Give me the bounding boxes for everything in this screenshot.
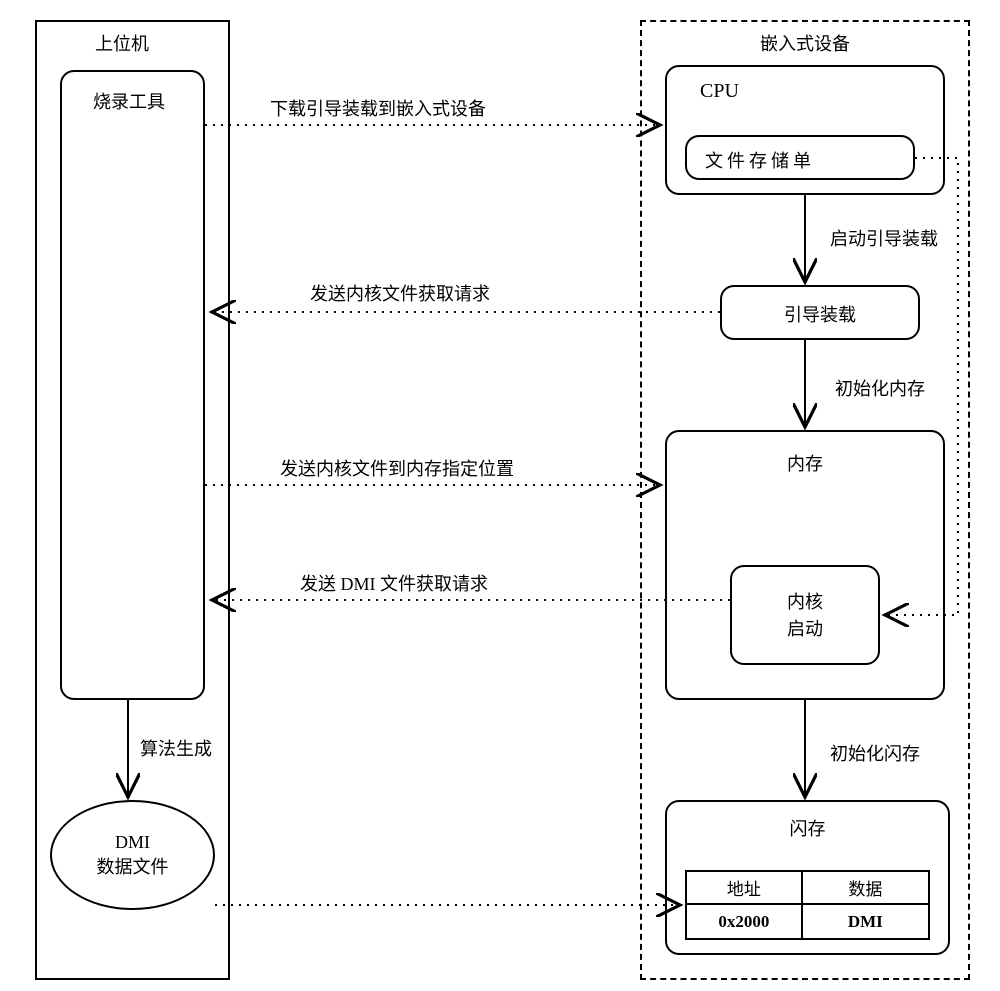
flash-table: 地址 数据 0x2000 DMI (685, 870, 930, 940)
arrow-boot-label: 启动引导装载 (830, 225, 938, 251)
th-addr: 地址 (687, 872, 803, 903)
arrow-initflash-label: 初始化闪存 (830, 740, 920, 766)
arrow-initmem-label: 初始化内存 (835, 375, 925, 401)
cpu-label: CPU (700, 80, 739, 103)
dmi-line2: 数据文件 (97, 853, 169, 879)
arrow1-label: 下载引导装载到嵌入式设备 (270, 95, 486, 121)
table-data-row: 0x2000 DMI (687, 905, 928, 938)
burn-tool-box (60, 70, 205, 700)
kernel-line1: 内核 (730, 588, 880, 614)
arrow-algo-label: 算法生成 (140, 735, 212, 761)
burn-tool-label: 烧录工具 (93, 88, 165, 114)
boot-label: 引导装载 (720, 301, 920, 327)
arrow2-label: 发送内核文件获取请求 (310, 280, 490, 306)
diagram-canvas: 上位机 烧录工具 DMI 数据文件 嵌入式设备 CPU 文件存储单 引导装载 内… (0, 0, 1000, 991)
kernel-line2: 启动 (730, 615, 880, 641)
dmi-line1: DMI (115, 832, 150, 853)
device-title: 嵌入式设备 (760, 30, 850, 56)
arrow4-label: 发送 DMI 文件获取请求 (300, 570, 488, 596)
file-store-label: 文件存储单 (705, 147, 815, 173)
table-header-row: 地址 数据 (687, 872, 928, 905)
th-data: 数据 (803, 872, 928, 903)
host-title: 上位机 (95, 30, 149, 56)
flash-label: 闪存 (665, 815, 950, 841)
arrow3-label: 发送内核文件到内存指定位置 (280, 455, 514, 481)
td-addr: 0x2000 (687, 905, 803, 938)
td-data: DMI (803, 905, 928, 938)
memory-label: 内存 (665, 450, 945, 476)
dmi-ellipse: DMI 数据文件 (50, 800, 215, 910)
